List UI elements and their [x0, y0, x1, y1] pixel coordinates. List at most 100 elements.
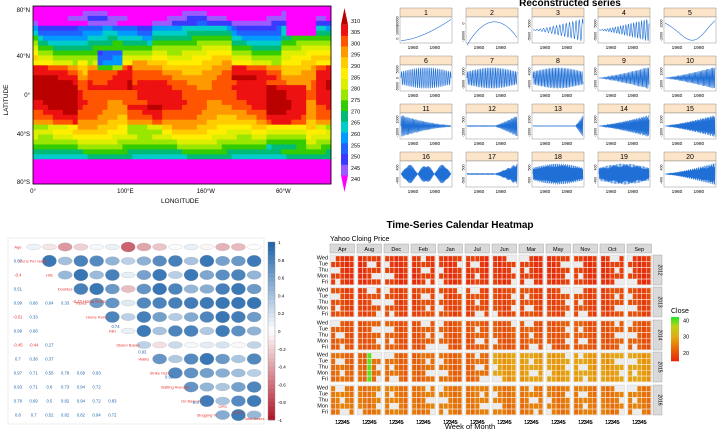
cal-day-cell	[614, 352, 620, 359]
map-cell	[57, 70, 64, 76]
cal-day-cell	[475, 391, 480, 398]
cal-day-cell	[614, 364, 620, 371]
cal-day-cell	[484, 305, 489, 312]
ssa-panel-label: 5	[688, 10, 692, 17]
cal-day-cell	[340, 261, 345, 268]
map-cell	[57, 15, 64, 22]
cal-day-cell	[529, 293, 534, 300]
cal-day-cell	[506, 293, 512, 300]
cal-day-cell	[583, 352, 588, 359]
cal-day-cell	[492, 267, 498, 274]
cal-day-cell	[357, 320, 363, 327]
cal-day-cell	[637, 273, 642, 280]
map-cell	[326, 65, 332, 71]
map-cell	[321, 90, 327, 96]
map-cell	[162, 10, 168, 17]
map-cell	[271, 124, 277, 131]
map-cell	[137, 75, 143, 81]
map-cell	[182, 114, 188, 121]
map-cell	[316, 85, 322, 91]
map-cell	[162, 60, 168, 66]
map-cell	[167, 6, 173, 12]
cal-day-cell	[394, 279, 399, 285]
cal-legend-title: Close	[671, 308, 689, 315]
cal-day-cell	[556, 352, 561, 359]
cal-day-cell	[403, 364, 408, 371]
map-cell	[231, 25, 238, 32]
ssa-title: Reconstructed series	[519, 0, 621, 9]
map-cell	[326, 149, 332, 155]
map-cell	[231, 95, 238, 101]
corr-colorbar-tick: -0.6	[278, 382, 286, 387]
map-cell	[72, 40, 79, 46]
map-cell	[191, 154, 198, 160]
cal-day-cell	[600, 397, 606, 404]
cal-day-cell	[411, 391, 417, 398]
cal-day-cell	[465, 352, 471, 359]
cal-day-cell	[533, 326, 539, 333]
cal-day-cell	[457, 279, 462, 285]
map-cell	[67, 179, 74, 185]
cal-day-cell	[511, 370, 516, 377]
cal-day-cell	[524, 352, 530, 359]
map-cell	[186, 114, 193, 121]
cal-day-cell	[632, 273, 638, 280]
map-cell	[261, 124, 267, 131]
map-cell	[77, 35, 84, 42]
cal-day-cell	[614, 403, 620, 410]
cal-week-ticks: 12345	[362, 420, 376, 426]
map-cell	[296, 20, 302, 27]
cal-day-cell	[470, 358, 476, 365]
cal-day-cell	[484, 261, 489, 268]
map-cell	[201, 114, 208, 121]
cal-week-ticks: 12345	[632, 420, 646, 426]
map-cell	[182, 45, 188, 51]
cal-day-cell	[637, 344, 642, 350]
map-cell	[112, 45, 118, 51]
cal-day-cell	[448, 409, 453, 415]
cal-day-cell	[573, 403, 579, 410]
map-cell	[266, 159, 272, 165]
map-cell	[276, 25, 282, 32]
cal-week-ticks: 12345	[335, 420, 349, 426]
map-cell	[57, 179, 64, 185]
cal-day-cell	[565, 320, 570, 327]
cal-day-cell	[349, 385, 354, 392]
map-cell	[196, 90, 203, 96]
map-cell	[177, 85, 183, 91]
cal-day-cell	[641, 332, 647, 339]
cal-day-cell	[384, 332, 390, 339]
corr-ellipse	[215, 297, 230, 309]
ssa-x-tick: 1960	[540, 93, 551, 99]
map-cell	[132, 95, 138, 101]
map-cell	[196, 30, 203, 37]
map-cell	[42, 65, 49, 71]
cal-day-cell	[376, 409, 381, 415]
cal-day-cell	[641, 364, 647, 371]
map-cell	[87, 139, 93, 145]
ssa-x-tick: 1980	[562, 45, 573, 51]
map-cell	[37, 90, 44, 96]
cal-day-cell	[484, 326, 489, 333]
map-cell	[241, 60, 247, 66]
map-cell	[167, 80, 173, 86]
map-cell	[67, 169, 74, 175]
ssa-y-tick: -4000	[528, 80, 532, 89]
map-cell	[316, 149, 322, 155]
cal-legend-segment	[671, 330, 679, 332]
cal-day-cell	[452, 332, 458, 339]
map-cell	[221, 60, 228, 66]
corr-value-label: 0.9	[193, 400, 199, 405]
cal-week-ticks: 12345	[443, 420, 457, 426]
map-cell	[37, 55, 44, 61]
map-cell	[37, 159, 44, 165]
map-cell	[177, 114, 183, 121]
map-cell	[122, 65, 128, 71]
cal-week-ticks: 12345	[551, 420, 565, 426]
cal-day-cell	[411, 376, 417, 382]
map-cell	[191, 174, 198, 180]
map-cell	[122, 154, 128, 160]
map-cell	[326, 164, 332, 170]
cal-day-cell	[443, 358, 449, 365]
